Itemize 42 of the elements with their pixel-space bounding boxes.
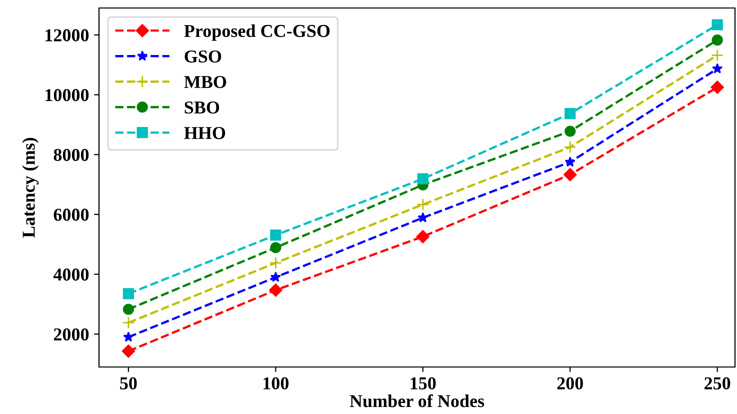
legend-label: SBO bbox=[184, 101, 220, 114]
point bbox=[710, 80, 724, 94]
x-tick-label: 100 bbox=[264, 377, 289, 390]
x-axis-title: Number of Nodes bbox=[350, 394, 484, 408]
point bbox=[564, 108, 576, 120]
point bbox=[123, 332, 134, 342]
point bbox=[418, 212, 428, 222]
y-tick-label: 12000 bbox=[46, 29, 89, 42]
y-tick-label: 8000 bbox=[54, 148, 89, 162]
y-tick-label: 10000 bbox=[46, 89, 89, 102]
point bbox=[269, 284, 282, 297]
point bbox=[269, 256, 282, 270]
point bbox=[711, 49, 724, 62]
point bbox=[122, 316, 135, 329]
point bbox=[564, 156, 576, 167]
legend-label: HHO bbox=[184, 126, 226, 140]
point bbox=[712, 34, 723, 46]
point bbox=[122, 304, 134, 315]
x-tick-label: 50 bbox=[120, 377, 137, 390]
point bbox=[270, 230, 282, 241]
y-tick-label: 6000 bbox=[54, 208, 89, 221]
x-tick-label: 200 bbox=[557, 377, 583, 390]
y-tick-label: 4000 bbox=[53, 268, 89, 281]
point bbox=[416, 230, 430, 244]
point bbox=[564, 140, 576, 154]
point bbox=[270, 272, 281, 282]
y-axis-title: Latency (ms) bbox=[22, 138, 39, 238]
x-tick-label: 150 bbox=[410, 377, 436, 390]
point bbox=[416, 198, 430, 211]
x-tick-label: 250 bbox=[704, 377, 730, 390]
point bbox=[564, 168, 577, 182]
point bbox=[122, 288, 134, 300]
point bbox=[712, 63, 723, 74]
point bbox=[564, 126, 576, 137]
y-tick-label: 2000 bbox=[54, 328, 89, 341]
point bbox=[712, 19, 723, 30]
point bbox=[122, 344, 136, 358]
legend-label: Proposed CC-GSO bbox=[184, 24, 330, 41]
point bbox=[417, 173, 428, 184]
point bbox=[270, 242, 282, 254]
legend-label: GSO bbox=[184, 50, 222, 63]
legend-label: MBO bbox=[184, 76, 226, 88]
